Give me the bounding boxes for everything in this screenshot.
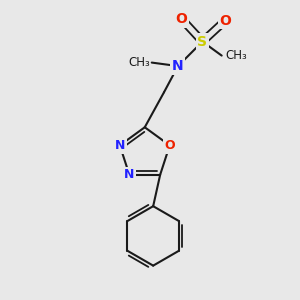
Text: N: N xyxy=(115,139,125,152)
Text: O: O xyxy=(219,14,231,28)
Text: N: N xyxy=(172,59,184,73)
Text: N: N xyxy=(124,168,134,181)
Text: O: O xyxy=(176,12,188,26)
Text: O: O xyxy=(164,139,175,152)
Text: CH₃: CH₃ xyxy=(225,49,247,62)
Text: S: S xyxy=(197,34,208,49)
Text: CH₃: CH₃ xyxy=(128,56,150,69)
